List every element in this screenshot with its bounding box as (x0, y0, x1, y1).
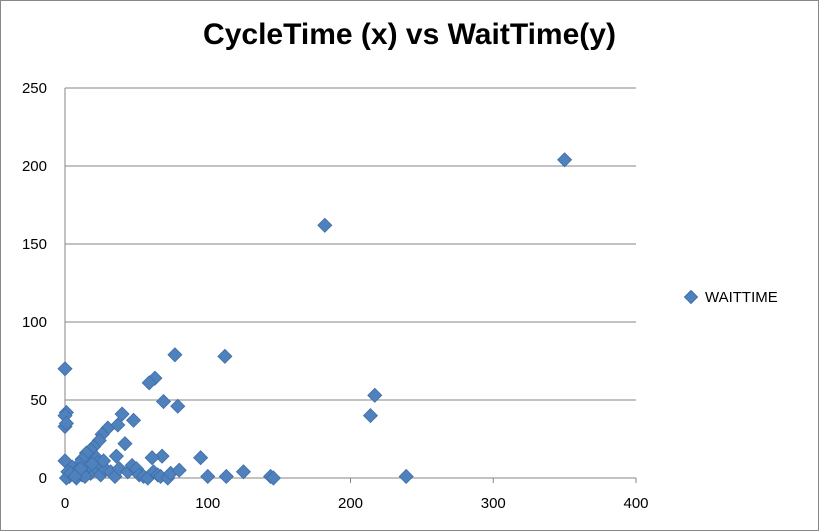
data-point (144, 450, 160, 466)
data-point (193, 450, 209, 466)
legend: WAITTIME (683, 286, 778, 308)
x-tick-label: 0 (61, 495, 69, 512)
y-tick-label: 150 (22, 236, 47, 253)
data-point (217, 348, 233, 364)
chart-title: CycleTime (x) vs WaitTime(y) (203, 18, 616, 51)
data-point (367, 387, 383, 403)
data-point (110, 417, 126, 433)
data-points (57, 152, 573, 486)
data-point (95, 453, 112, 469)
data-point (58, 415, 74, 431)
axes (64, 88, 637, 483)
y-tick-label: 200 (22, 158, 47, 175)
data-point (167, 347, 183, 363)
legend-diamond-icon (683, 289, 699, 305)
gridlines (65, 87, 636, 401)
data-point (265, 470, 281, 486)
data-point (114, 406, 130, 422)
y-tick-label: 0 (39, 470, 47, 487)
data-point (141, 375, 157, 391)
data-point (317, 217, 333, 233)
data-point (57, 361, 73, 377)
data-point (200, 468, 216, 485)
x-tick-label: 400 (623, 495, 648, 512)
y-tick-label: 100 (22, 314, 47, 331)
data-point (398, 468, 414, 485)
data-point (362, 408, 379, 424)
data-point (170, 398, 186, 414)
y-tick-label: 250 (22, 80, 47, 97)
tick-labels: 0 50 100 150 200 250 0 100 200 300 400 (22, 80, 649, 512)
legend-label: WAITTIME (705, 288, 778, 306)
data-point (171, 462, 187, 478)
data-point (125, 412, 142, 428)
data-point (67, 468, 83, 485)
x-tick-label: 100 (195, 495, 220, 512)
data-point (557, 152, 573, 168)
data-point (117, 436, 133, 452)
data-point (155, 393, 172, 410)
x-tick-label: 300 (481, 495, 506, 512)
data-point (218, 468, 234, 485)
data-point (154, 448, 170, 464)
y-tick-label: 50 (30, 392, 47, 409)
data-point (235, 464, 252, 480)
data-point (108, 448, 124, 464)
x-tick-label: 200 (338, 495, 363, 512)
data-point (84, 456, 100, 472)
